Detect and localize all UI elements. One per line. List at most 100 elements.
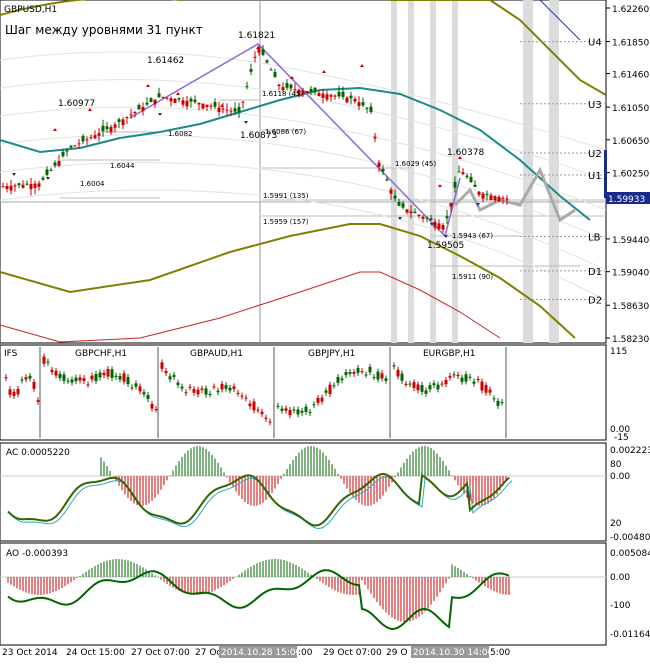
- candle-body: [241, 101, 245, 103]
- swing-label: 1.61462: [147, 56, 184, 66]
- ifs-candle: [320, 397, 324, 402]
- ifs-candle: [396, 369, 400, 377]
- candle-body: [13, 185, 17, 187]
- ifs-candle: [248, 403, 252, 407]
- price-tick-label: 1.59440: [612, 236, 649, 246]
- ifs-candle: [376, 371, 380, 380]
- candle-body: [65, 150, 69, 152]
- background-fan-line: [0, 51, 606, 151]
- ac-axis-4: -0.004809: [610, 533, 650, 543]
- background-fan-line: [0, 189, 606, 301]
- ifs-candle: [208, 393, 212, 395]
- ifs-candle: [404, 383, 408, 385]
- background-fan-line: [0, 162, 606, 271]
- ac-axis-2: 0.00: [610, 472, 630, 482]
- ifs-candle: [142, 392, 146, 395]
- candle-body: [429, 218, 433, 221]
- ao-axis-1: 0.00: [610, 573, 630, 583]
- ifs-candle: [212, 386, 216, 388]
- candle-body: [401, 203, 405, 208]
- ifs-candle: [324, 390, 328, 393]
- fractal-down-marker: [46, 177, 50, 180]
- ifs-candle: [332, 385, 336, 387]
- fractal-down-marker: [12, 173, 16, 176]
- ifs-panel: [0, 344, 607, 441]
- candle-body: [393, 195, 397, 199]
- candle-body: [41, 177, 45, 180]
- candle-body: [465, 175, 469, 178]
- ifs-candle: [184, 392, 188, 394]
- candle-body: [485, 194, 489, 196]
- price-tick-label: 1.62260: [612, 5, 649, 15]
- ifs-candle: [122, 373, 126, 382]
- symbol-label: GBPUSD,H1: [4, 5, 57, 15]
- candle-body: [481, 193, 485, 199]
- candle-body: [21, 184, 25, 188]
- candle-body: [113, 124, 117, 128]
- candle-body: [93, 135, 97, 139]
- ifs-candle: [360, 371, 364, 373]
- candle-body: [309, 88, 313, 92]
- level-label-d1: D1: [588, 267, 602, 278]
- ifs-candle: [46, 361, 50, 363]
- time-zone-band: [430, 0, 436, 343]
- fractal-up-marker: [360, 64, 364, 67]
- candle-body: [261, 49, 265, 55]
- price-tick-label: 1.61050: [612, 104, 649, 114]
- candle-body: [25, 183, 29, 185]
- candle-body: [201, 103, 205, 109]
- candle-body: [301, 90, 305, 94]
- ifs-candle: [256, 409, 260, 411]
- level-label-u2: U2: [588, 149, 602, 160]
- ifs-candle: [180, 386, 184, 389]
- ifs-candle: [364, 374, 368, 376]
- ifs-candle: [432, 383, 436, 386]
- ifs-candle: [296, 409, 300, 415]
- price-tick-label: 1.61460: [612, 71, 649, 81]
- ifs-candle: [66, 380, 70, 382]
- candle-body: [285, 83, 289, 88]
- fib-label: 1.6029 (45): [395, 160, 436, 168]
- fractal-down-marker: [430, 223, 434, 226]
- ifs-candle: [82, 378, 86, 381]
- candle-body: [133, 111, 137, 113]
- ifs-candle: [284, 408, 288, 411]
- ifs-candle: [134, 383, 138, 387]
- ifs-candle: [416, 384, 420, 391]
- ifs-candle: [126, 376, 130, 385]
- candle-body: [17, 183, 21, 186]
- candle-body: [9, 185, 13, 191]
- fractal-up-marker: [88, 108, 92, 111]
- candle-body: [29, 184, 33, 190]
- ifs-candle: [476, 379, 480, 381]
- fractal-down-marker: [444, 235, 448, 238]
- ifs-candle: [368, 366, 372, 373]
- candle-body: [317, 92, 321, 97]
- level-label-lb: LB: [588, 232, 601, 243]
- candle-body: [413, 211, 417, 214]
- candle-body: [257, 47, 261, 53]
- ifs-candle: [276, 405, 280, 407]
- ifs-axis-bottom: -15: [614, 433, 629, 443]
- candle-body: [249, 68, 253, 72]
- fib-label: 1.5991 (135): [263, 192, 309, 200]
- fractal-up-marker: [256, 46, 260, 49]
- swing-label: 1.59505: [427, 241, 464, 251]
- candle-body: [37, 183, 41, 187]
- ifs-candle: [464, 374, 468, 382]
- candle-body: [245, 86, 249, 88]
- fib-label: 1.6004: [80, 180, 105, 188]
- candle-body: [33, 183, 37, 189]
- fractal-up-marker: [290, 76, 294, 79]
- ac-axis-0: 0.002223: [610, 446, 650, 456]
- fractal-up-marker: [176, 92, 180, 95]
- ifs-candle: [54, 370, 58, 376]
- candle-body: [145, 102, 149, 105]
- candle-body: [417, 214, 421, 216]
- fib-label: 1.6086 (67): [265, 128, 306, 136]
- candle-body: [157, 93, 161, 98]
- candle-body: [253, 56, 257, 58]
- candle-body: [345, 97, 349, 103]
- ac-label: AC 0.0005220: [6, 448, 70, 458]
- ifs-candle: [138, 386, 142, 392]
